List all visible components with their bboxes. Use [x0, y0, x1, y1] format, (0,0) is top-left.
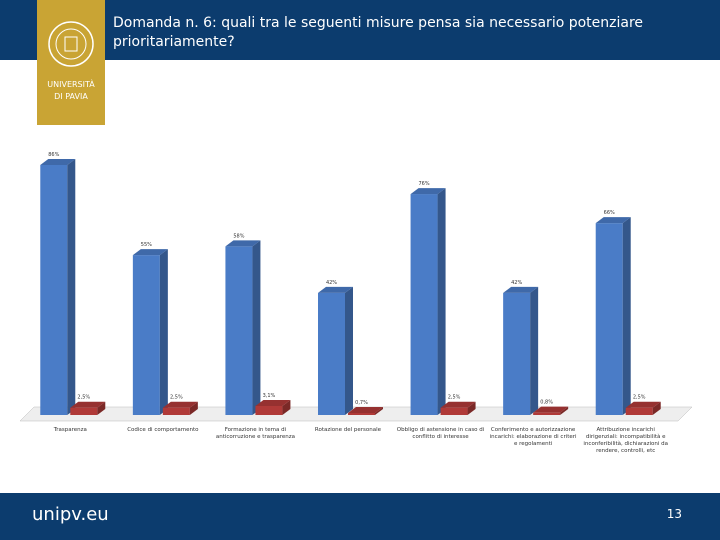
- bar-side: [622, 217, 631, 415]
- x-label-box: Obbligo di astensione in caso di conflit…: [396, 427, 485, 440]
- bar-side: [67, 159, 76, 415]
- page-number: 13: [666, 507, 682, 521]
- x-tick-label: Obbligo di astensione in caso di conflit…: [396, 427, 485, 440]
- x-label-box: Attribuzione incarichi dirigenziali: inc…: [583, 427, 668, 454]
- chart: 86% 2,5% Trasparenza 55% 2,5% Codice di compo…: [19, 152, 693, 454]
- bar-top: [440, 401, 476, 408]
- data-label: 86%: [48, 152, 59, 158]
- bar-front: [410, 194, 438, 415]
- logo-text-2: DI PAVIA: [54, 92, 88, 101]
- bar: [162, 401, 198, 415]
- bar-front: [225, 246, 253, 415]
- bar: [533, 406, 569, 415]
- logo: UNIVERSITÀ DI PAVIA: [37, 0, 105, 125]
- bar: [503, 286, 539, 415]
- bar-top: [595, 217, 631, 224]
- bar-side: [530, 286, 539, 415]
- x-tick-label: Attribuzione incarichi dirigenziali: inc…: [583, 427, 668, 454]
- bar-side: [437, 188, 446, 415]
- bar-front: [503, 292, 531, 415]
- x-label-box: Rotazione del personale: [314, 427, 382, 433]
- bar-side: [189, 401, 198, 415]
- bar-front: [625, 407, 653, 415]
- x-label-box: Conferimento e autorizzazione incarichi:…: [489, 427, 577, 447]
- header-bar: Domanda n. 6: quali tra le seguenti misu…: [0, 0, 720, 60]
- x-tick-label: Trasparenza: [53, 427, 87, 433]
- bar-side: [159, 249, 168, 415]
- x-tick-label: Codice di comportamento: [127, 427, 199, 433]
- bar-top: [255, 399, 291, 406]
- bar-top: [318, 286, 353, 293]
- bar: [410, 188, 446, 415]
- bar-front: [533, 412, 561, 415]
- slide-title: Domanda n. 6: quali tra le seguenti misu…: [113, 15, 644, 50]
- x-tick-label: Formazione in tema di anticorruzione e t…: [215, 427, 295, 440]
- bar-side: [282, 399, 291, 415]
- footer-site: unipv.eu: [32, 504, 109, 525]
- bar: [440, 401, 476, 415]
- bar-top: [70, 401, 106, 408]
- data-label: 55%: [141, 242, 152, 248]
- bar: [595, 217, 631, 415]
- bar-front: [255, 405, 283, 415]
- data-label: 66%: [604, 210, 615, 216]
- bar-side: [467, 401, 476, 415]
- data-label: 76%: [419, 181, 430, 187]
- bar-top: [40, 159, 76, 165]
- footer-bar: unipv.eu 13: [0, 493, 720, 540]
- bar-front: [318, 292, 345, 415]
- logo-seal: [48, 21, 94, 67]
- bar-side: [375, 406, 383, 415]
- x-label-box: Formazione in tema di anticorruzione e t…: [215, 427, 295, 440]
- bar-side: [252, 240, 261, 415]
- bar-front: [348, 412, 375, 415]
- bar-front: [595, 223, 623, 415]
- bar: [40, 159, 76, 415]
- data-label: 0,8%: [540, 400, 553, 406]
- bar-top: [162, 401, 198, 408]
- bar-side: [652, 401, 661, 415]
- bar: [225, 240, 261, 415]
- bar-top: [625, 401, 661, 408]
- x-tick-label: Conferimento e autorizzazione incarichi:…: [489, 427, 577, 447]
- bar-side: [97, 401, 106, 415]
- bar-side: [345, 286, 353, 415]
- bar-top: [533, 406, 569, 413]
- data-label: 42%: [511, 280, 522, 286]
- bar-top: [225, 240, 261, 247]
- bar-front: [70, 407, 98, 415]
- bar: [70, 401, 106, 415]
- logo-text-1: UNIVERSITÀ: [47, 80, 95, 89]
- x-label-box: Codice di comportamento: [127, 427, 199, 433]
- data-label: 2,5%: [77, 395, 90, 401]
- bar: [625, 401, 661, 415]
- bar: [132, 249, 168, 415]
- data-label: 2,5%: [633, 395, 646, 401]
- bar: [318, 286, 353, 415]
- x-label-box: Trasparenza: [53, 427, 87, 433]
- data-label: 2,5%: [448, 395, 461, 401]
- x-tick-label: Rotazione del personale: [314, 427, 382, 433]
- bar-top: [348, 406, 383, 413]
- data-label: 2,5%: [170, 395, 183, 401]
- bar-front: [132, 255, 160, 415]
- bar: [348, 406, 383, 415]
- bar-side: [560, 406, 569, 415]
- bar-top: [132, 249, 168, 256]
- bar: [255, 399, 291, 415]
- bar-top: [503, 286, 539, 293]
- data-label: 42%: [326, 280, 337, 286]
- bar-front: [162, 407, 190, 415]
- bar-front: [440, 407, 468, 415]
- data-label: 0,7%: [355, 400, 368, 406]
- bar-top: [410, 188, 446, 195]
- data-label: 58%: [233, 233, 244, 239]
- data-label: 3,1%: [263, 393, 276, 399]
- bar-front: [40, 165, 68, 415]
